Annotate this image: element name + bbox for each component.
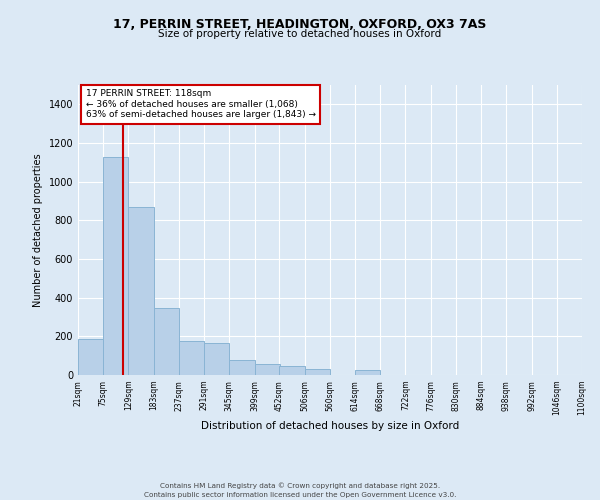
X-axis label: Distribution of detached houses by size in Oxford: Distribution of detached houses by size … (201, 421, 459, 431)
Text: Contains HM Land Registry data © Crown copyright and database right 2025.
Contai: Contains HM Land Registry data © Crown c… (144, 482, 456, 498)
Bar (254, 364, 280, 375)
Text: Size of property relative to detached houses in Oxford: Size of property relative to detached ho… (158, 29, 442, 39)
Bar (355, 370, 380, 375)
Bar (179, 341, 204, 375)
Bar (280, 366, 305, 375)
Text: 17 PERRIN STREET: 118sqm
← 36% of detached houses are smaller (1,068)
63% of sem: 17 PERRIN STREET: 118sqm ← 36% of detach… (86, 90, 316, 119)
Bar (204, 343, 229, 375)
Bar (78, 339, 103, 375)
Text: 17, PERRIN STREET, HEADINGTON, OXFORD, OX3 7AS: 17, PERRIN STREET, HEADINGTON, OXFORD, O… (113, 18, 487, 30)
Y-axis label: Number of detached properties: Number of detached properties (33, 153, 43, 307)
Bar (305, 369, 330, 375)
Bar (128, 207, 154, 375)
Bar (229, 360, 254, 375)
Bar (154, 308, 179, 375)
Bar (103, 156, 128, 375)
